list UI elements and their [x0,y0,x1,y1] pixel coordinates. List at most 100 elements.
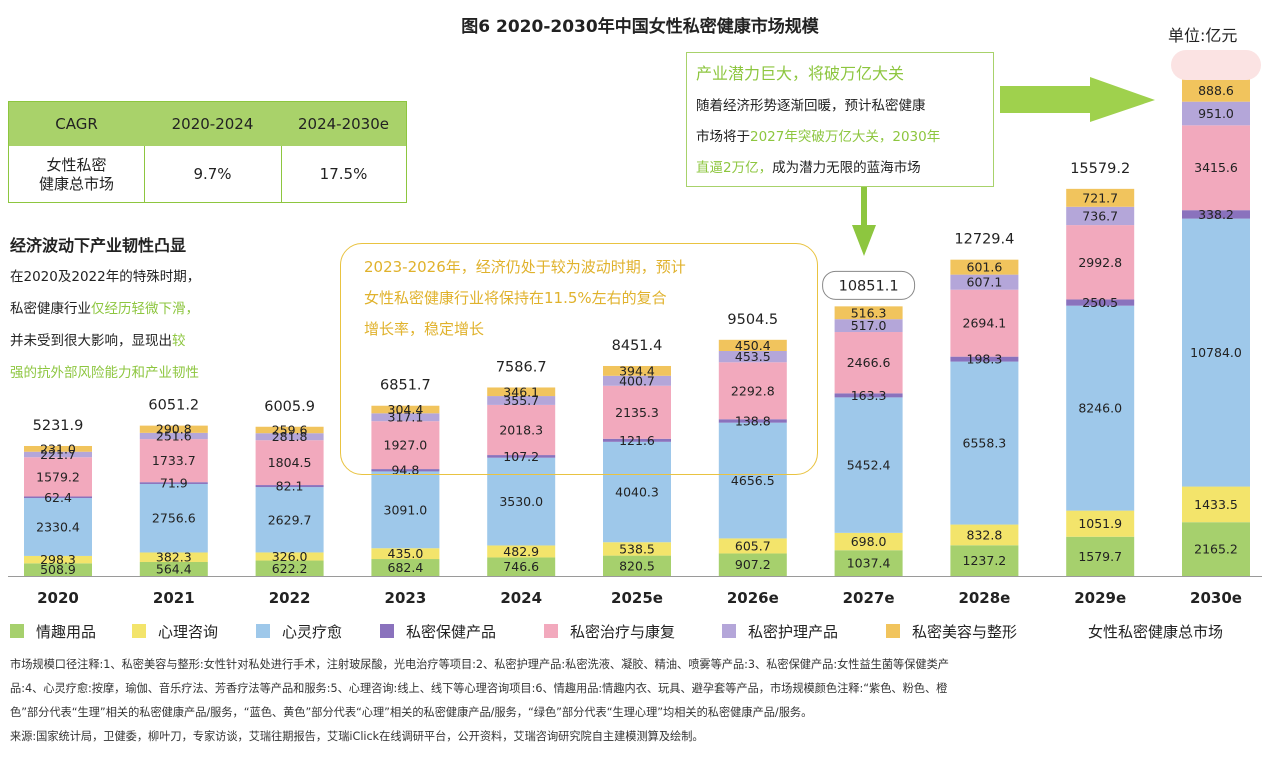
bar-segment [950,545,1019,576]
cagr-row-label: 女性私密 健康总市场 [9,146,144,203]
segment-value-label: 290.8 [156,422,192,437]
segment-value-label: 2135.3 [615,405,659,420]
bar-segment [1066,510,1135,537]
note-text: 私密健康行业 [10,301,91,317]
legend-label: 私密美容与整形 [912,622,1018,641]
total-value-label: 6051.2 [148,398,199,414]
segment-value-label: 198.3 [967,352,1003,367]
resilience-note-line: 私密健康行业仅经历轻微下滑， [10,297,199,317]
segment-value-label: 94.8 [391,463,419,478]
bar-segment [603,555,671,576]
note-highlight: 仅经历轻微下滑， [91,301,199,317]
bar-segment [24,445,92,452]
bar-segment [718,553,787,576]
bar-segment [24,451,92,458]
segment-value-label: 3530.0 [499,494,543,509]
bar-segment [371,469,440,472]
footnote-line: 色”部分代表“生理”相关的私密健康产品/服务，“蓝色、黄色”部分代表“心理”相关… [10,706,813,719]
legend-label: 私密护理产品 [748,622,839,641]
segment-value-label: 721.7 [1082,190,1118,205]
bar-segment [139,432,208,440]
legend-label: 女性私密健康总市场 [1088,622,1224,641]
segment-value-label: 2629.7 [268,512,312,527]
cagr-row-label-line2: 健康总市场 [38,174,114,193]
bar-segment [139,483,208,553]
redacted-total-placeholder [1171,50,1261,80]
legend-label: 私密保健产品 [406,622,497,641]
cagr-value-2: 17.5% [319,165,368,184]
volatility-note-line: 增长率，稳定增长 [364,320,485,338]
segment-value-label: 601.6 [967,260,1003,275]
legend-swatch [722,624,736,638]
segment-value-label: 564.4 [156,561,192,576]
segment-value-label: 832.8 [967,527,1003,542]
x-tick-label: 2027e [843,589,895,607]
potential-note-title: 产业潜力巨大，将破万亿大关 [696,64,905,83]
segment-value-label: 538.5 [619,541,655,556]
x-tick-label: 2023 [385,589,427,607]
segment-value-label: 317.1 [388,410,424,425]
down-arrow-icon [852,225,876,256]
bar-segment [371,421,440,470]
total-value-label: 6005.9 [264,399,315,415]
bar-segment [834,332,903,394]
segment-value-label: 6558.3 [963,436,1007,451]
bar-segment [24,496,92,499]
bar-segment [255,433,324,441]
bar-segment [1182,101,1250,126]
footnote-line: 品:4、心灵疗愈:按摩，瑜伽、音乐疗法、芳香疗法等产品和服务:5、心理咨询:线上… [10,682,948,695]
bar-segment [487,396,556,405]
total-value-label: 9504.5 [727,312,778,328]
bar-segment [834,532,903,551]
bar-segment [255,552,324,561]
resilience-note-line: 强的抗外部风险能力和产业韧性 [10,365,199,381]
segment-value-label: 10784.0 [1190,345,1242,360]
cagr-row-label-line1: 女性私密 [46,155,107,174]
bar-segment [255,560,324,576]
segment-value-label: 517.0 [851,318,887,333]
bar-segment [487,387,556,397]
segment-value-label: 250.5 [1082,295,1118,310]
segment-value-label: 435.0 [388,546,424,561]
segment-value-label: 2466.6 [847,355,891,370]
legend-label: 心灵疗愈 [282,622,343,641]
volatility-note-line: 2023-2026年，经济仍处于较为波动时期，预计 [364,258,686,276]
bar-segment [1182,210,1250,219]
bar-segment [371,405,440,414]
bar-segment [603,385,671,439]
segment-value-label: 221.7 [40,447,76,462]
bar-segment [139,552,208,562]
total-value-label: 12729.4 [954,232,1014,248]
legend-item-total: 女性私密健康总市场 [1088,620,1223,642]
bar-segment [834,319,903,333]
bar-segment [255,487,324,553]
legend-label: 私密治疗与康复 [570,622,676,641]
chart-legend: 情趣用品 心理咨询 心灵疗愈 私密保健产品 私密治疗与康复 私密护理产品 私密美… [10,620,1275,642]
bar-segment [1066,225,1135,300]
total-value-label: 15579.2 [1070,161,1130,177]
legend-item: 私密治疗与康复 [544,620,675,642]
bar-segment [139,425,208,433]
segment-value-label: 71.9 [160,476,188,491]
volatility-note-line: 女性私密健康行业将保持在11.5%左右的复合 [364,289,667,307]
cagr-divider [144,146,145,203]
note-text: 并未受到很大影响，显现出 [10,333,172,349]
segment-value-label: 2018.3 [499,422,543,437]
bar-segment [255,440,324,486]
segment-value-label: 346.1 [503,384,539,399]
bar-segment [139,561,208,576]
cagr-value-1: 9.7% [193,165,232,184]
bar-segment [950,361,1019,525]
legend-item: 心理咨询 [132,620,218,642]
bar-segment [834,550,903,576]
legend-swatch [380,624,394,638]
annotation-arrows [852,77,1155,256]
bar-segment [834,397,903,533]
resilience-note-title: 经济波动下产业韧性凸显 [10,236,187,255]
legend-item: 私密护理产品 [722,620,838,642]
bar-segment [1066,188,1135,207]
segment-value-label: 259.6 [272,422,308,437]
segment-value-label: 698.0 [851,534,887,549]
bar-segment [24,498,92,556]
segment-value-label: 5452.4 [847,458,891,473]
